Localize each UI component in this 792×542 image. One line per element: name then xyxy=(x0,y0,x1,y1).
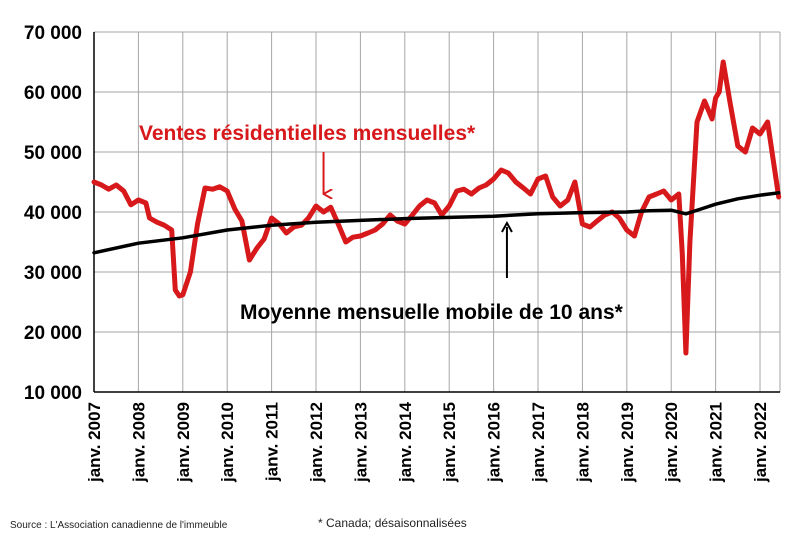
series-line-monthly-sales xyxy=(91,59,782,356)
x-axis-ticks: janv. 2007 janv. 2008 janv. 2009 janv. 2010… xyxy=(85,401,770,483)
x-tick-label: janv. 2022 xyxy=(751,402,770,483)
series-line-10yr-average xyxy=(92,191,781,255)
x-tick-label: janv. 2010 xyxy=(218,402,237,483)
y-tick-label: 10 000 xyxy=(24,383,82,404)
x-tick-label: janv. 2014 xyxy=(396,401,415,483)
annotations: Ventes résidentielles mensuelles* Moyenne… xyxy=(139,122,624,324)
x-tick-label: janv. 2008 xyxy=(129,402,148,483)
x-tick-label: janv. 2011 xyxy=(263,402,282,482)
y-tick-label: 60 000 xyxy=(24,83,82,104)
y-axis-ticks: 10 000 20 000 30 000 40 000 50 000 60 000 70 0… xyxy=(24,23,82,404)
x-tick-label: janv. 2018 xyxy=(573,402,592,483)
annotation-arrowhead-black xyxy=(501,220,513,233)
y-tick-label: 50 000 xyxy=(24,143,82,164)
x-tick-label: janv. 2020 xyxy=(662,402,681,483)
annotation-moving-average: Moyenne mensuelle mobile de 10 ans* xyxy=(240,301,624,324)
x-tick-label: janv. 2021 xyxy=(707,402,726,483)
x-tick-label: janv. 2009 xyxy=(174,402,193,483)
series-group xyxy=(91,59,782,356)
y-tick-label: 70 000 xyxy=(24,23,82,44)
y-tick-label: 40 000 xyxy=(24,203,82,224)
x-tick-label: janv. 2013 xyxy=(351,402,370,483)
x-tick-label: janv. 2016 xyxy=(485,402,504,483)
x-tick-label: janv. 2017 xyxy=(529,402,548,483)
x-tick-label: janv. 2019 xyxy=(618,402,637,483)
annotation-monthly-sales: Ventes résidentielles mensuelles* xyxy=(139,122,476,145)
y-tick-label: 20 000 xyxy=(24,323,82,344)
footnote: * Canada; désaisonnalisées xyxy=(318,516,467,530)
x-tick-label: janv. 2012 xyxy=(307,402,326,483)
y-tick-label: 30 000 xyxy=(24,263,82,284)
x-tick-label: janv. 2015 xyxy=(440,402,459,483)
source-note: Source : L'Association canadienne de l'i… xyxy=(10,520,228,531)
chart-grid xyxy=(93,31,781,393)
x-tick-label: janv. 2007 xyxy=(85,402,104,483)
